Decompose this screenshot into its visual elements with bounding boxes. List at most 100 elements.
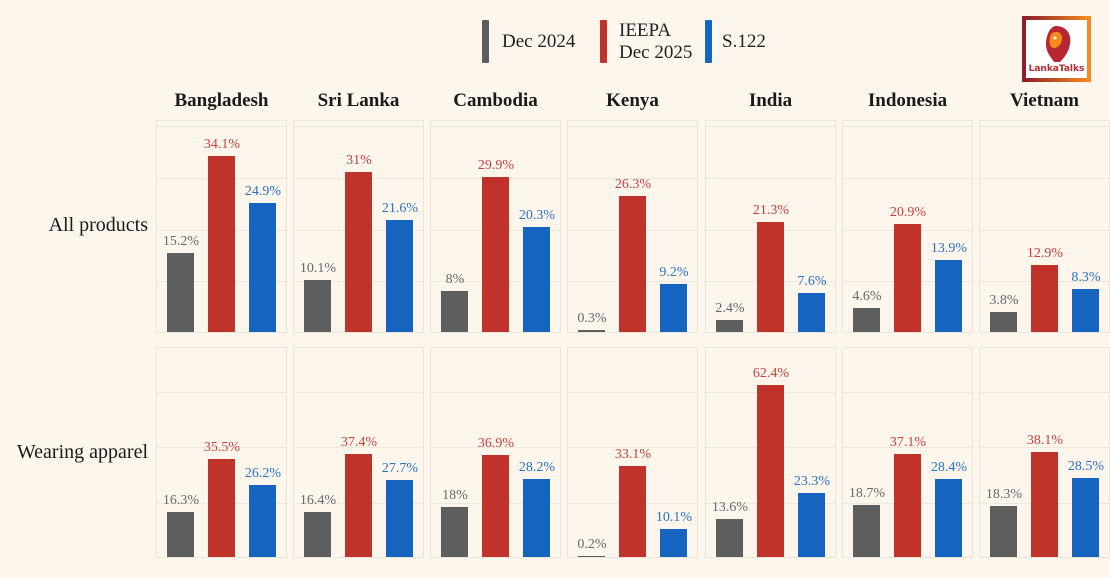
- data-label: 2.4%: [715, 300, 745, 316]
- data-label: 7.6%: [797, 273, 827, 289]
- bar-dec-2024: [578, 330, 605, 332]
- data-label: 38.1%: [1026, 432, 1064, 448]
- data-label: 20.3%: [518, 208, 556, 224]
- data-label: 26.3%: [614, 177, 652, 192]
- gridline: [568, 447, 697, 449]
- bar-s-122: [660, 529, 687, 557]
- bar-ieepa-dec-2025: [1031, 451, 1058, 557]
- bar-dec-2024: [716, 519, 743, 557]
- data-label: 18%: [442, 488, 468, 504]
- data-label: 26.2%: [244, 465, 282, 481]
- gridline: [843, 447, 972, 449]
- row-title: Wearing apparel: [16, 441, 148, 463]
- data-label: 29.9%: [477, 158, 515, 174]
- bar-dec-2024: [990, 506, 1017, 557]
- row-title: All products: [48, 214, 148, 236]
- data-label: 23.3%: [793, 473, 831, 489]
- bar-ieepa-dec-2025: [345, 171, 372, 332]
- gridline: [431, 126, 560, 128]
- gridline: [568, 392, 697, 394]
- data-label: 34.1%: [203, 136, 241, 152]
- data-label: 35.5%: [203, 439, 241, 455]
- bar-s-122: [386, 220, 413, 332]
- data-label: 0.3%: [577, 311, 607, 327]
- bar-ieepa-dec-2025: [482, 455, 509, 557]
- data-label: 18.3%: [985, 487, 1023, 503]
- data-label: 10.1%: [299, 260, 337, 276]
- logo-text: LankaTalks: [1028, 64, 1085, 74]
- legend-label: IEEPA Dec 2025: [619, 20, 693, 63]
- bar-ieepa-dec-2025: [482, 177, 509, 332]
- column-title: Bangladesh: [174, 90, 269, 111]
- gridline: [843, 177, 972, 179]
- gridline: [980, 447, 1109, 449]
- lankatalks-logo: LankaTalks: [1022, 16, 1091, 82]
- data-label: 27.7%: [381, 461, 419, 477]
- bar-ieepa-dec-2025: [1031, 265, 1058, 332]
- bar-s-122: [249, 203, 276, 332]
- data-label: 28.4%: [930, 459, 968, 475]
- data-label: 37.1%: [889, 435, 927, 451]
- bar-s-122: [798, 292, 825, 332]
- data-label: 10.1%: [655, 510, 693, 526]
- gridline: [843, 392, 972, 394]
- gridline: [568, 126, 697, 128]
- gridline: [294, 392, 423, 394]
- data-label: 28.5%: [1067, 459, 1105, 475]
- legend-label: S.122: [722, 31, 766, 52]
- gridline: [568, 177, 697, 179]
- legend-swatch: [482, 20, 489, 63]
- data-label: 15.2%: [162, 234, 200, 250]
- data-label: 16.4%: [299, 492, 337, 508]
- bar-dec-2024: [990, 312, 1017, 332]
- bar-dec-2024: [167, 253, 194, 332]
- bar-ieepa-dec-2025: [345, 453, 372, 557]
- gridline: [157, 447, 286, 449]
- data-label: 16.3%: [162, 492, 200, 508]
- bar-dec-2024: [853, 308, 880, 332]
- bar-dec-2024: [716, 319, 743, 332]
- data-label: 18.7%: [848, 486, 886, 502]
- bar-ieepa-dec-2025: [208, 155, 235, 332]
- gridline: [980, 229, 1109, 231]
- data-label: 13.9%: [930, 241, 968, 257]
- data-label: 33.1%: [614, 446, 652, 462]
- gridline: [157, 392, 286, 394]
- data-label: 28.2%: [518, 460, 556, 476]
- lion-icon: [1046, 26, 1071, 62]
- column-title: Vietnam: [1010, 90, 1079, 111]
- bar-s-122: [935, 260, 962, 332]
- bar-dec-2024: [853, 505, 880, 557]
- bar-ieepa-dec-2025: [757, 384, 784, 557]
- legend-swatch: [705, 20, 712, 63]
- gridline: [157, 126, 286, 128]
- bar-dec-2024: [167, 511, 194, 557]
- legend-swatch: [600, 20, 607, 63]
- bar-s-122: [935, 478, 962, 557]
- bar-ieepa-dec-2025: [208, 458, 235, 557]
- bar-dec-2024: [578, 556, 605, 557]
- column-title: Indonesia: [867, 90, 948, 111]
- gridline: [294, 126, 423, 128]
- data-label: 8.3%: [1071, 270, 1101, 286]
- bar-s-122: [523, 227, 550, 332]
- gridline: [980, 177, 1109, 179]
- bar-s-122: [1072, 289, 1099, 332]
- bar-ieepa-dec-2025: [894, 223, 921, 332]
- bar-s-122: [249, 484, 276, 557]
- data-label: 31%: [346, 152, 372, 168]
- gridline: [294, 447, 423, 449]
- bar-ieepa-dec-2025: [894, 454, 921, 557]
- data-label: 36.9%: [477, 436, 515, 452]
- data-label: 4.6%: [852, 289, 882, 305]
- gridline: [431, 447, 560, 449]
- gridline: [431, 392, 560, 394]
- gridline: [706, 126, 835, 128]
- data-label: 8%: [445, 271, 465, 287]
- gridline: [706, 177, 835, 179]
- bar-s-122: [1072, 478, 1099, 557]
- bar-ieepa-dec-2025: [619, 196, 646, 332]
- bar-s-122: [798, 492, 825, 557]
- data-label: 12.9%: [1026, 246, 1064, 262]
